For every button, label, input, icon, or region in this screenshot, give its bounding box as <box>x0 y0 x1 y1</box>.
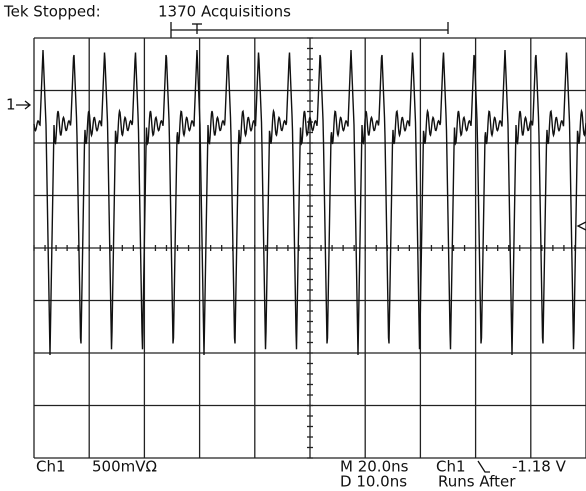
record-bracket <box>171 22 448 38</box>
acquire-mode: Runs After <box>438 473 516 491</box>
status: Tek Stopped: <box>3 3 101 21</box>
channel-marker: 1 <box>6 96 30 114</box>
acquisitions: 1370 Acquisitions <box>158 3 291 21</box>
channel: Ch1 <box>36 458 66 476</box>
volts-per-div: 500mVΩ <box>92 458 157 476</box>
trigger-slope <box>478 461 490 472</box>
channel-marker-label: 1 <box>6 96 16 114</box>
scope-screen: Tek Stopped: 1370 Acquisitions 1 Ch1 500… <box>0 0 586 491</box>
trigger-level: -1.18 V <box>512 458 567 476</box>
trigger-level-marker <box>578 222 586 230</box>
delay-timebase: D 10.0ns <box>340 473 407 491</box>
